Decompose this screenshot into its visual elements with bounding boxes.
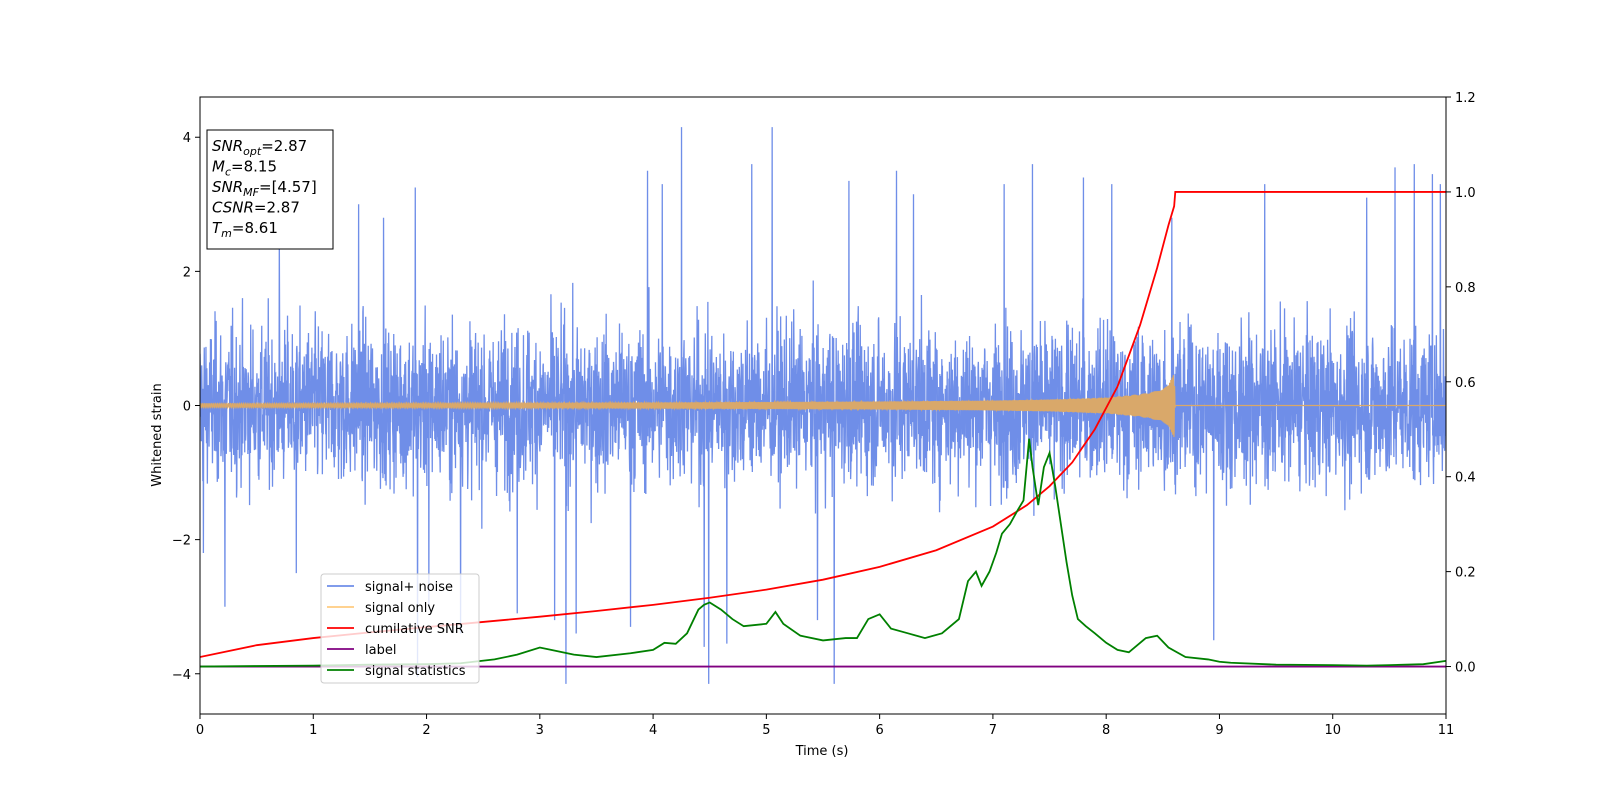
legend-label: signal+ noise (365, 580, 453, 595)
legend-frame (320, 573, 480, 684)
y-tick-label: −2 (172, 534, 191, 549)
annotation-line: SNRopt=2.87 (212, 137, 307, 158)
x-tick-label: 11 (1438, 723, 1455, 738)
y-tick-label: −4 (172, 668, 191, 683)
y2-tick-label: 1.2 (1455, 91, 1476, 106)
x-tick-label: 6 (875, 723, 883, 738)
legend-label: signal only (365, 601, 435, 616)
y2-tick-label: 0.4 (1455, 471, 1476, 486)
x-tick-label: 8 (1102, 723, 1110, 738)
tick-labels: 0 1 2 3 4 5 6 7 8 9 10 11 4 2 0 −2 −4 1.2 1.0 0.8 0.6 0.4 0.2 0… (172, 91, 1476, 738)
series-signal-only (200, 375, 1446, 437)
x-tick-label: 3 (536, 723, 544, 738)
annotation-line: Tm=8.61 (212, 219, 278, 240)
series-signal-statistics (200, 438, 1446, 668)
series-signal-plus-noise (200, 127, 1446, 684)
annotation-frame (206, 129, 334, 250)
y2-tick-label: 0.0 (1455, 661, 1476, 676)
x-tick-label: 0 (196, 723, 204, 738)
x-tick-label: 10 (1324, 723, 1341, 738)
x-tick-label: 2 (422, 723, 430, 738)
x-tick-label: 9 (1215, 723, 1223, 738)
legend-label: label (365, 643, 396, 658)
y2-tick-label: 0.8 (1455, 281, 1476, 296)
y-axis-label: Whitened strain (150, 383, 165, 486)
y-tick-label: 4 (183, 131, 191, 146)
legend: signal+ noise signal only cumilative SNR la… (320, 573, 480, 684)
y2-tick-label: 1.0 (1455, 186, 1476, 201)
y2-tick-label: 0.2 (1455, 566, 1476, 581)
x-tick-label: 4 (649, 723, 657, 738)
x-tick-label: 7 (989, 723, 997, 738)
annotation-line: CSNR=2.87 (212, 199, 300, 217)
annotation-line: Mc=8.15 (212, 158, 277, 179)
legend-label: cumilative SNR (365, 622, 464, 637)
legend-label: signal statistics (365, 664, 466, 679)
annotation-line: SNRMF=[4.57] (212, 178, 317, 199)
x-tick-label: 1 (309, 723, 317, 738)
x-tick-label: 5 (762, 723, 770, 738)
x-axis-label: Time (s) (795, 744, 849, 759)
y-tick-label: 0 (183, 400, 191, 415)
y-tick-label: 2 (183, 265, 191, 280)
y2-tick-label: 0.6 (1455, 376, 1476, 391)
